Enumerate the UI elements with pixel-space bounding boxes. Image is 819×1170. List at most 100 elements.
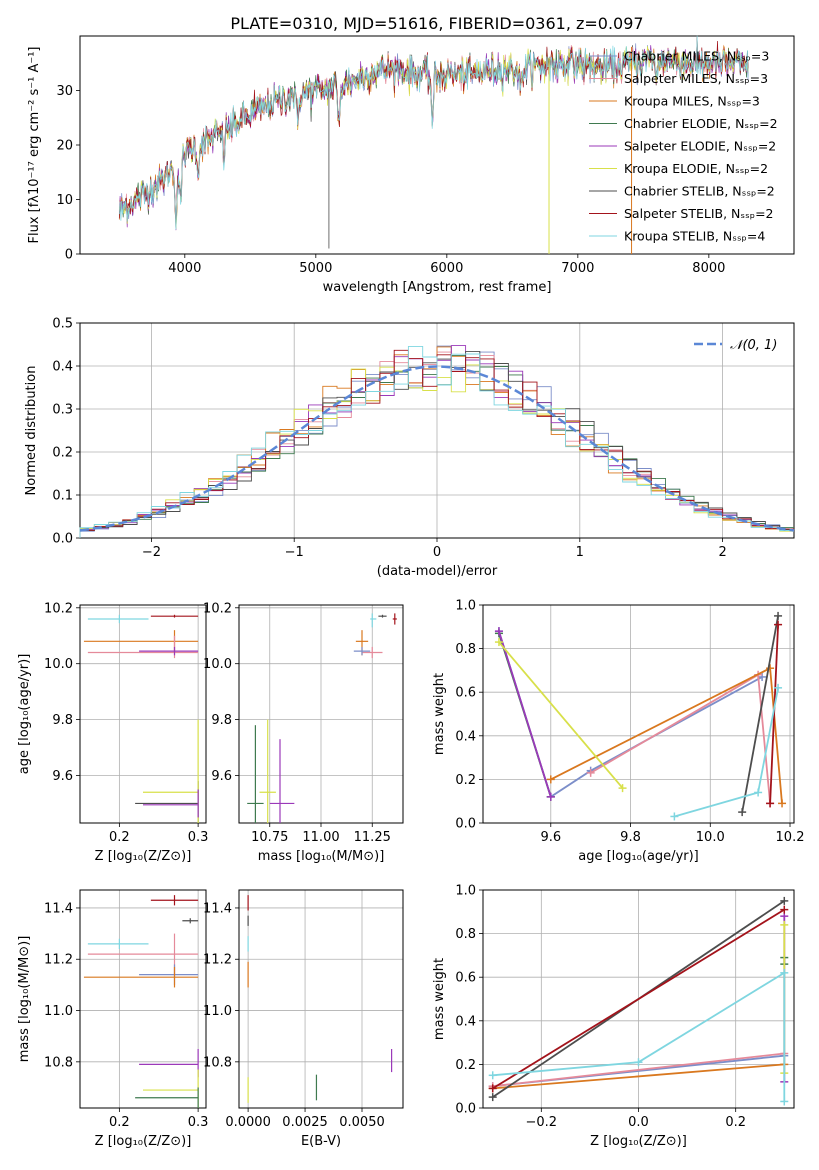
legend-label: Chabrier ELODIE, Nₛₛₚ=2: [624, 116, 778, 131]
y-tick-label: 0.5: [52, 317, 73, 332]
x-tick-label: 5000: [299, 261, 332, 276]
legend-label: 𝒩(0, 1): [730, 338, 777, 353]
mass-vs-metallicity-panel: 0.2 0.3 10.8 11.0 11.2 11.4 Z [log₁₀(Z/Z⊙)] mas…: [17, 889, 209, 1149]
weight-line: [492, 971, 786, 1102]
x-tick-label: 1: [576, 545, 584, 560]
y-tick-label: 10: [56, 193, 73, 208]
data-points: [83, 614, 199, 823]
legend-label: Chabrier STELIB, Nₛₛₚ=2: [624, 184, 775, 199]
plot-frame: [482, 889, 795, 1109]
x-axis-label: wavelength [Angstrom, rest frame]: [323, 280, 552, 295]
x-tick-label: 2: [718, 545, 726, 560]
x-tick-label: 0.2: [109, 1115, 130, 1130]
y-tick-label: 10.8: [203, 1055, 232, 1070]
legend-label: Kroupa MILES, Nₛₛₚ=3: [624, 94, 760, 109]
y-axis-label: mass weight: [432, 958, 447, 1040]
age-vs-metallicity-panel: 0.2 0.3 9.6 9.8 10.0 10.2 Z [log₁₀(Z/Z⊙)] age […: [17, 601, 208, 864]
x-tick-label: 6000: [430, 261, 463, 276]
plot-frame: [482, 604, 795, 824]
y-axis-label: Flux [fλ10⁻¹⁷ erg cm⁻² s⁻¹ A⁻¹]: [27, 47, 42, 244]
x-tick-label: 0: [433, 545, 441, 560]
weight-line: [492, 1052, 785, 1088]
y-tick-label: 0.2: [455, 1058, 476, 1073]
y-tick-label: 0.4: [455, 1014, 476, 1029]
data-points: [83, 895, 199, 1108]
legend-label: Salpeter ELODIE, Nₛₛₚ=2: [624, 139, 776, 154]
y-tick-label: 0.8: [455, 927, 476, 942]
weight-line: [492, 1063, 785, 1090]
x-tick-label: −2: [142, 545, 161, 560]
normal-curve: [79, 365, 795, 532]
y-tick-label: 0.0: [455, 1102, 476, 1117]
plot-frame: [79, 604, 207, 824]
y-tick-label: 0.4: [455, 729, 476, 744]
histogram-series: [79, 345, 794, 538]
plot-frame: [238, 604, 404, 824]
x-tick-label: 8000: [692, 261, 725, 276]
y-axis-label: mass [log₁₀(M/M⊙)]: [17, 936, 32, 1063]
spectrum-panel: 4000 5000 6000 7000 8000 0 10 20 30 wavelength [A…: [27, 35, 795, 295]
x-tick-label: 7000: [561, 261, 594, 276]
legend-label: Salpeter STELIB, Nₛₛₚ=2: [624, 206, 774, 221]
y-tick-label: 0: [65, 248, 73, 263]
y-tick-label: 11.0: [203, 1004, 232, 1019]
residuals-panel: −2 −1 0 1 2 0.0 0.1 0.2 0.3 0.4 0.5 (data-model)/er…: [24, 317, 795, 579]
plot-frame: [79, 889, 207, 1109]
y-tick-label: 11.4: [44, 901, 73, 916]
x-tick-label: 10.0: [696, 830, 725, 845]
y-tick-label: 0.6: [455, 686, 476, 701]
y-tick-label: 0.1: [52, 489, 73, 504]
y-tick-label: 30: [56, 84, 73, 99]
y-tick-label: 0.8: [455, 642, 476, 657]
y-tick-label: 0.2: [52, 446, 73, 461]
y-axis-label: mass weight: [432, 673, 447, 755]
legend-label: Kroupa ELODIE, Nₛₛₚ=2: [624, 161, 768, 176]
y-tick-label: 0.0: [52, 532, 73, 547]
y-tick-label: 0.4: [52, 360, 73, 375]
y-tick-label: 0.6: [455, 971, 476, 986]
y-tick-label: 0.0: [455, 817, 476, 832]
y-tick-label: 9.6: [211, 769, 232, 784]
y-tick-label: 10.2: [44, 601, 73, 616]
y-tick-label: 10.0: [44, 657, 73, 672]
mass-vs-ebv-panel: 0.0000 0.0025 0.0050 10.8 11.0 11.2 11.4 E(B-V): [203, 889, 404, 1149]
figure-title: PLATE=0310, MJD=51616, FIBERID=0361, z=0…: [230, 14, 643, 33]
y-tick-label: 0.3: [52, 403, 73, 418]
legend-label: Salpeter MILES, Nₛₛₚ=3: [624, 71, 768, 86]
x-tick-label: −1: [285, 545, 304, 560]
x-axis-label: E(B-V): [301, 1134, 341, 1149]
age-vs-mass-panel: 10.75 11.00 11.25 9.6 9.8 10.0 10.2 mass [log₁₀…: [203, 601, 404, 864]
legend-label: Chabrier MILES, Nₛₛₚ=3: [624, 49, 769, 64]
y-tick-label: 11.2: [203, 953, 232, 968]
y-tick-label: 9.6: [52, 769, 73, 784]
spectrum-line: [118, 35, 749, 230]
weight-line: [590, 673, 771, 804]
weight-line: [498, 641, 624, 789]
y-tick-label: 11.4: [203, 901, 232, 916]
x-axis-label: Z [log₁₀(Z/Z⊙)]: [95, 849, 192, 864]
legend-label: Kroupa STELIB, Nₛₛₚ=4: [624, 229, 765, 244]
y-axis-label: age [log₁₀(age/yr)]: [17, 654, 32, 775]
x-tick-label: 0.3: [188, 1115, 209, 1130]
y-tick-label: 20: [56, 139, 73, 154]
x-tick-label: 0.3: [188, 830, 209, 845]
weight-line: [674, 687, 779, 818]
x-tick-label: 11.00: [302, 830, 339, 845]
x-tick-label: 4000: [168, 261, 201, 276]
y-tick-label: 0.2: [455, 773, 476, 788]
x-axis-label: Z [log₁₀(Z/Z⊙)]: [590, 1134, 687, 1149]
y-tick-label: 9.8: [52, 713, 73, 728]
y-tick-label: 9.8: [211, 713, 232, 728]
y-axis-label: Normed distribution: [24, 366, 39, 496]
data-points: [247, 895, 393, 1103]
y-tick-label: 11.2: [44, 953, 73, 968]
x-axis-label: (data-model)/error: [377, 564, 498, 579]
y-tick-label: 11.0: [44, 1004, 73, 1019]
x-axis-label: Z [log₁₀(Z/Z⊙)]: [95, 1134, 192, 1149]
weight-line: [492, 908, 785, 1090]
y-tick-label: 10.8: [44, 1055, 73, 1070]
weight-line: [498, 630, 552, 798]
x-tick-label: 9.8: [620, 830, 641, 845]
massweight-vs-age-panel: 9.6 9.8 10.0 10.2 0.0 0.2 0.4 0.6 0.8 1.0 age [log…: [432, 599, 804, 865]
y-tick-label: 1.0: [455, 599, 476, 614]
